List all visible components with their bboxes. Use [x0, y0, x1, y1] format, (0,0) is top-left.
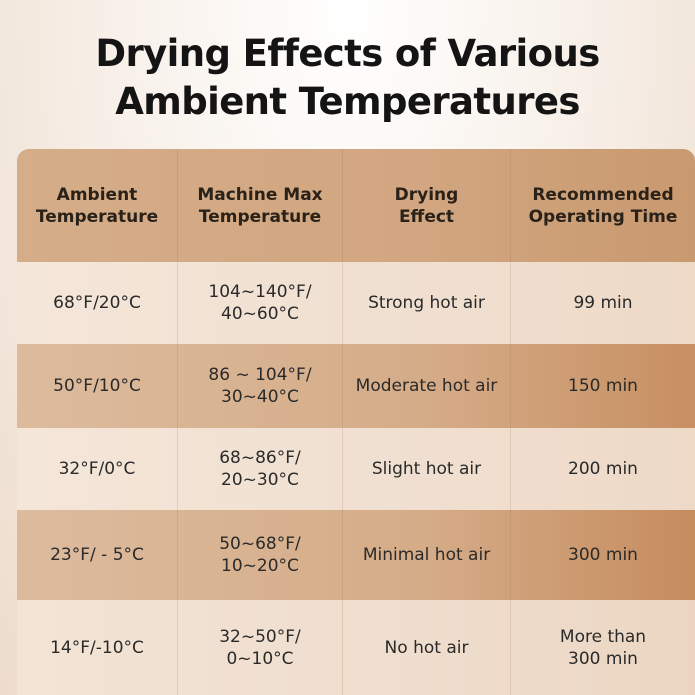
- header-machine-max-temperature: Machine Max Temperature: [178, 149, 343, 262]
- table-header-row: Ambient Temperature Machine Max Temperatur…: [17, 149, 695, 262]
- title-line-1: Drying Effects of Various: [95, 32, 600, 75]
- machine-max-temperature-cell: 86 ~ 104°F/30~40°C: [178, 344, 343, 428]
- operating-time-cell: 300 min: [568, 545, 638, 565]
- drying-effect-cell: Minimal hot air: [343, 510, 511, 600]
- table-row: 23°F/ - 5°C 50~68°F/10~20°C Minimal hot …: [17, 510, 695, 600]
- drying-effect-cell: Moderate hot air: [343, 344, 511, 428]
- header-drying-effect: Drying Effect: [343, 149, 511, 262]
- table-row: 14°F/-10°C 32~50°F/0~10°C No hot air Mor…: [17, 600, 695, 695]
- machine-max-temperature-cell: 50~68°F/10~20°C: [178, 510, 343, 600]
- operating-time-cell: 200 min: [568, 459, 638, 479]
- drying-effects-table: Ambient Temperature Machine Max Temperatur…: [17, 149, 695, 695]
- ambient-temperature-cell: 50°F/10°C: [17, 344, 178, 428]
- table-row: 32°F/0°C 68~86°F/20~30°C Slight hot air …: [17, 428, 695, 510]
- header-recommended-operating-time: Recommended Operating Time: [528, 184, 678, 227]
- drying-effect-cell: Strong hot air: [343, 262, 511, 344]
- machine-max-temperature-cell: 68~86°F/20~30°C: [178, 428, 343, 510]
- page-title: Drying Effects of Various Ambient Temper…: [0, 30, 695, 126]
- operating-time-cell: More than 300 min: [559, 626, 647, 669]
- machine-max-temperature-cell: 104~140°F/40~60°C: [178, 262, 343, 344]
- drying-effect-cell: Slight hot air: [343, 428, 511, 510]
- ambient-temperature-cell: 68°F/20°C: [17, 262, 178, 344]
- ambient-temperature-cell: 23°F/ - 5°C: [17, 510, 178, 600]
- header-ambient-temperature: Ambient Temperature: [17, 149, 178, 262]
- table-row: 68°F/20°C 104~140°F/40~60°C Strong hot a…: [17, 262, 695, 344]
- operating-time-cell: 150 min: [568, 376, 638, 396]
- drying-effect-cell: No hot air: [343, 600, 511, 695]
- ambient-temperature-cell: 14°F/-10°C: [17, 600, 178, 695]
- machine-max-temperature-cell: 32~50°F/0~10°C: [178, 600, 343, 695]
- ambient-temperature-cell: 32°F/0°C: [17, 428, 178, 510]
- table-row: 50°F/10°C 86 ~ 104°F/30~40°C Moderate ho…: [17, 344, 695, 428]
- operating-time-cell: 99 min: [573, 293, 633, 313]
- title-line-2: Ambient Temperatures: [115, 80, 580, 123]
